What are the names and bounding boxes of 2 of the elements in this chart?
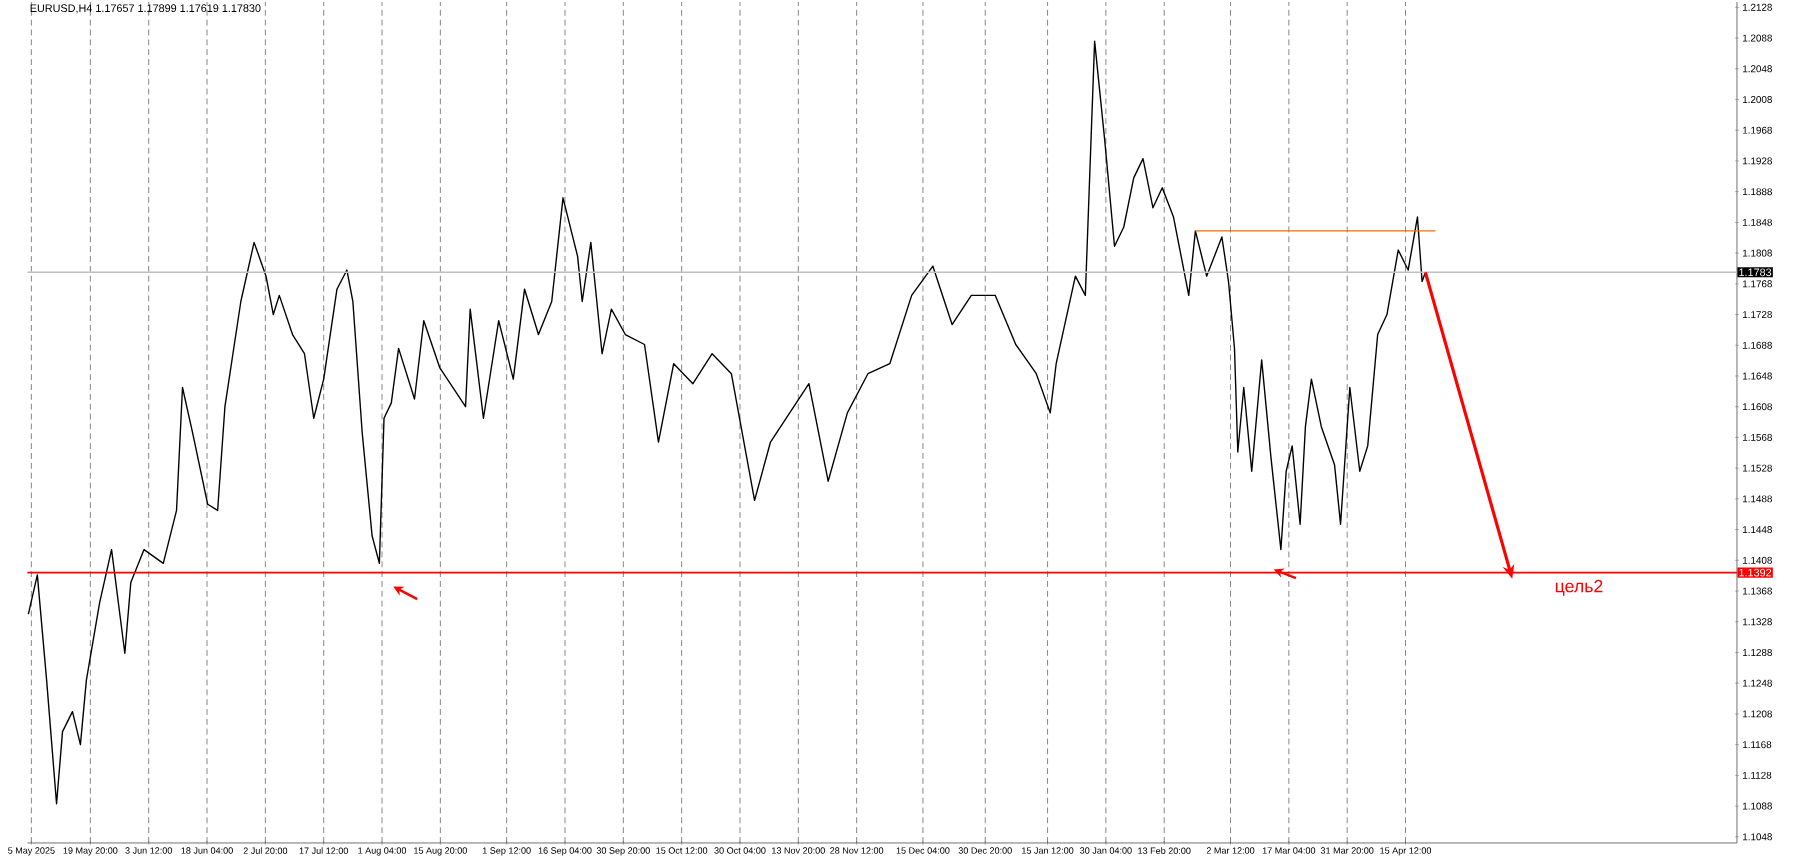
annotation: цель2 (1555, 579, 1603, 596)
line-series (27, 40, 1427, 805)
